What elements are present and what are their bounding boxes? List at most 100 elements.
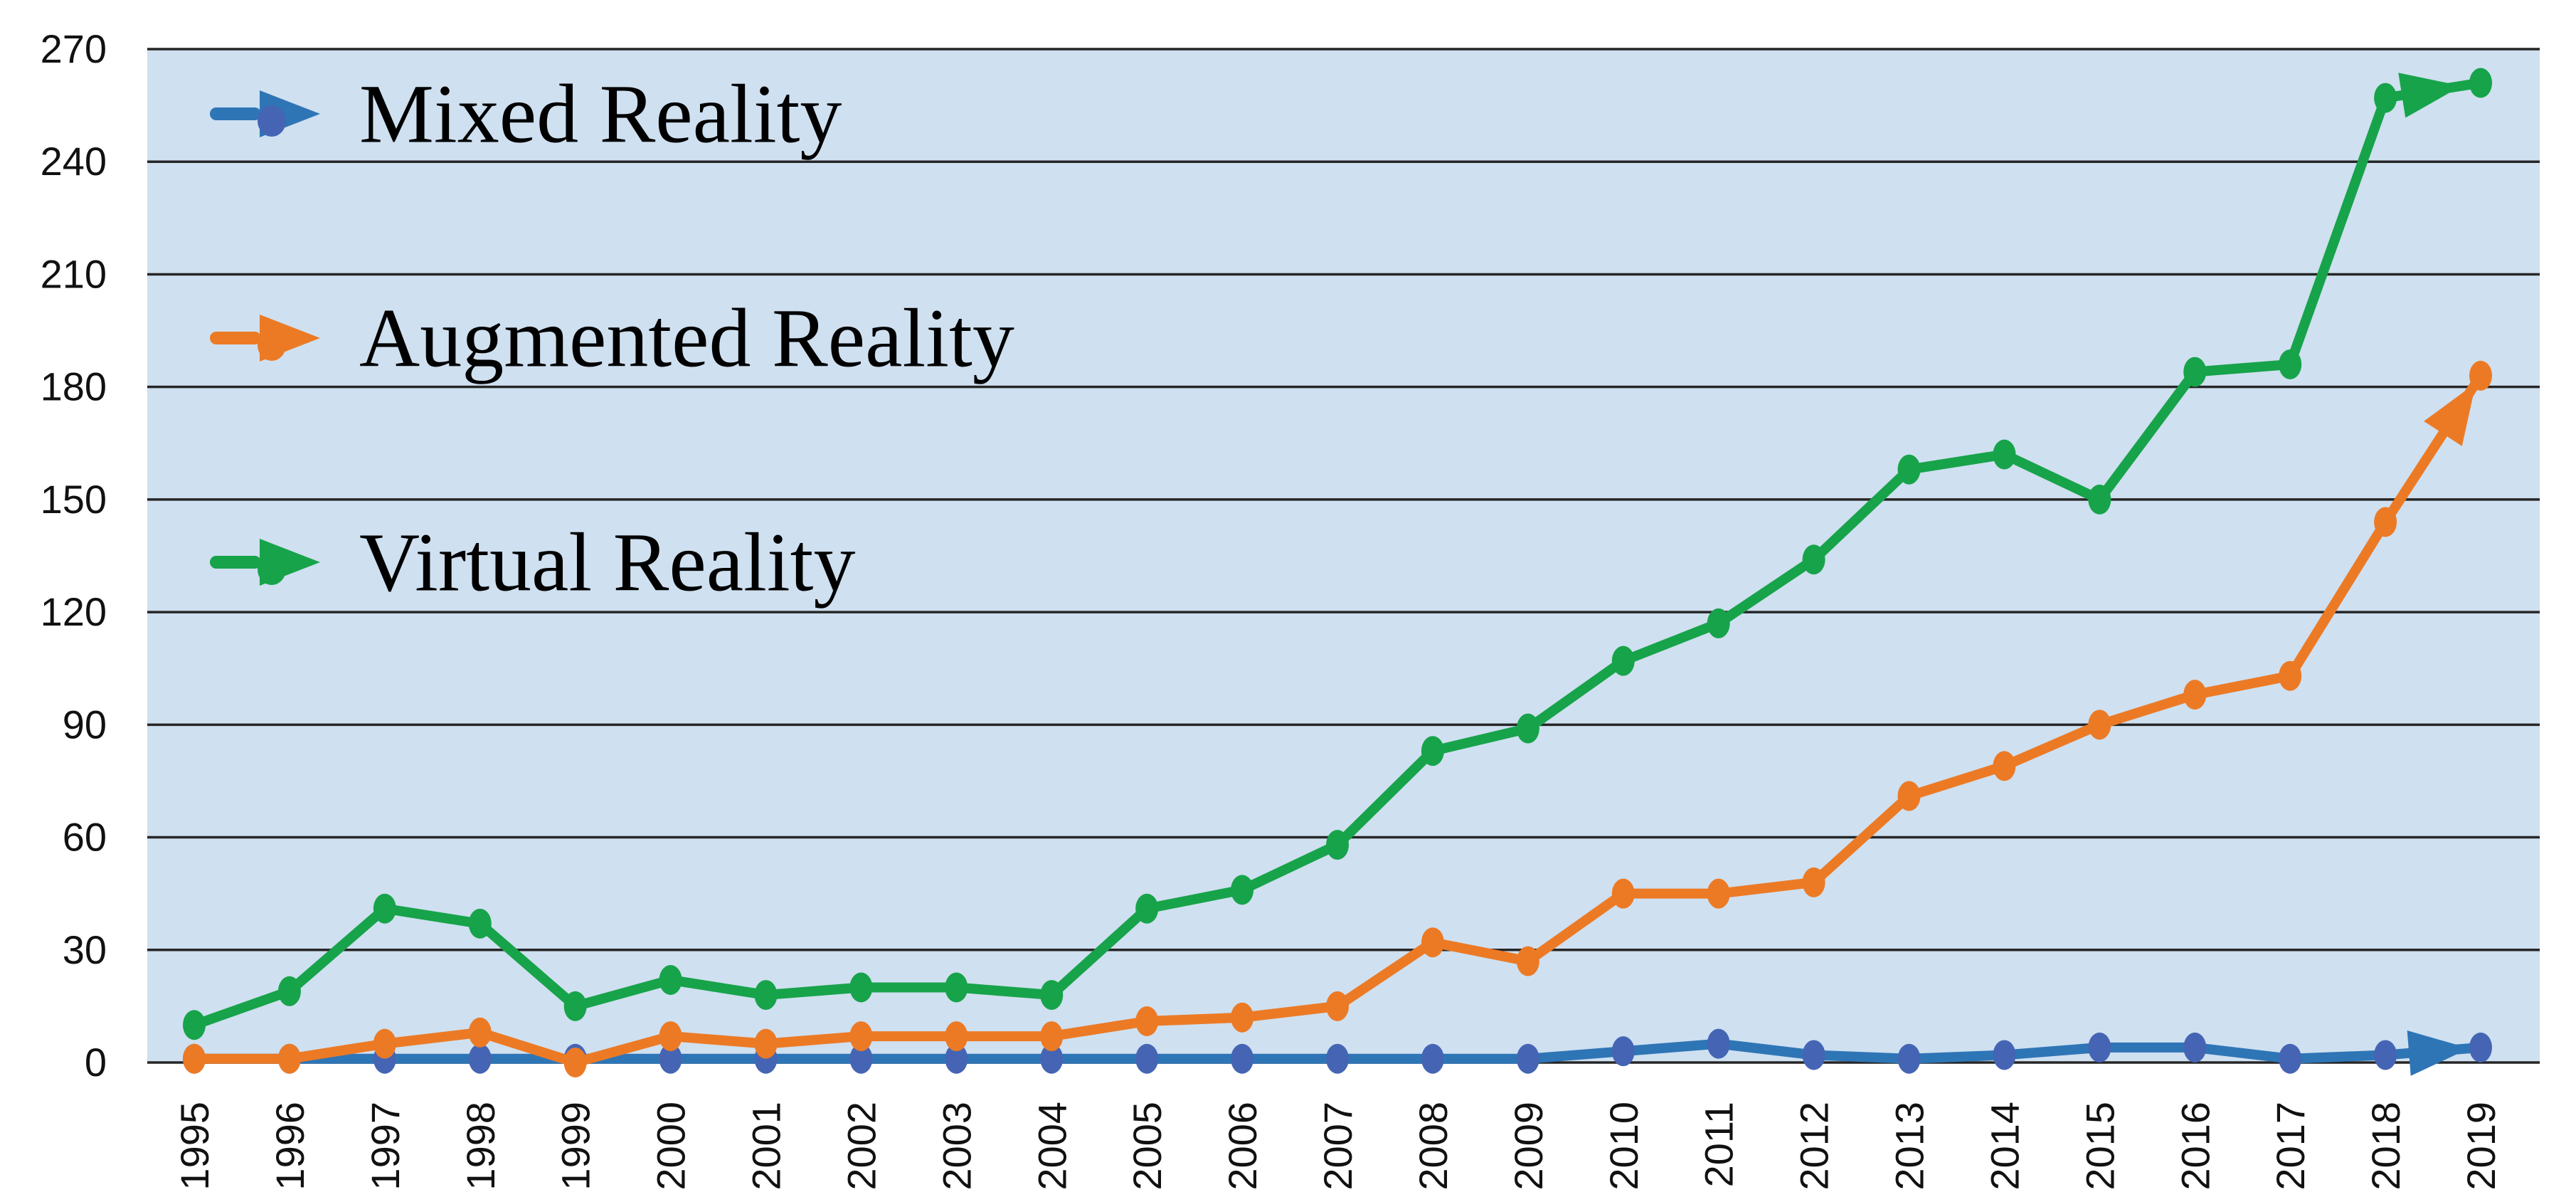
data-point-augmented-reality-2018 [2374, 507, 2397, 537]
data-point-augmented-reality-1997 [373, 1028, 396, 1059]
x-axis-tick-label: 2014 [1982, 1102, 2027, 1191]
x-axis-tick-label: 1997 [363, 1102, 408, 1191]
data-point-virtual-reality-2003 [945, 972, 968, 1003]
y-axis-tick-label: 240 [41, 139, 107, 184]
data-point-mixed-reality-2017 [2279, 1043, 2302, 1074]
legend-arrow-icon [210, 556, 261, 569]
legend-arrow-icon [210, 332, 261, 344]
x-axis-tick-label: 2005 [1125, 1102, 1170, 1191]
x-axis-tick-label: 2016 [2173, 1102, 2217, 1191]
data-point-mixed-reality-2000 [659, 1043, 682, 1074]
series-end-arrow-icon [2407, 1030, 2469, 1076]
data-point-virtual-reality-2011 [1707, 608, 1730, 638]
data-point-virtual-reality-2016 [2183, 357, 2207, 387]
x-axis-tick-label: 2009 [1506, 1102, 1551, 1191]
data-point-augmented-reality-2019 [2469, 360, 2492, 391]
data-point-mixed-reality-2016 [2183, 1032, 2207, 1063]
data-point-mixed-reality-2008 [1421, 1043, 1444, 1074]
legend-marker-dot [258, 105, 286, 137]
plot-area [147, 49, 2540, 1063]
data-point-virtual-reality-1999 [563, 991, 587, 1021]
data-point-augmented-reality-1996 [277, 1043, 301, 1074]
legend-arrow-icon [210, 107, 261, 120]
data-point-mixed-reality-2018 [2374, 1040, 2397, 1070]
data-point-augmented-reality-2002 [849, 1021, 873, 1052]
y-axis-tick-label: 210 [41, 251, 107, 296]
data-point-virtual-reality-2014 [1993, 439, 2016, 470]
data-point-augmented-reality-2009 [1516, 946, 1539, 976]
data-point-mixed-reality-2005 [1135, 1043, 1159, 1074]
data-point-augmented-reality-2013 [1897, 781, 1921, 811]
data-point-mixed-reality-2007 [1326, 1043, 1349, 1074]
data-point-mixed-reality-2006 [1231, 1043, 1254, 1074]
data-point-augmented-reality-1995 [183, 1043, 206, 1074]
data-point-virtual-reality-2010 [1611, 645, 1635, 676]
data-point-mixed-reality-2009 [1516, 1043, 1539, 1074]
y-axis-tick-label: 150 [41, 477, 107, 522]
data-point-augmented-reality-2004 [1040, 1021, 1064, 1052]
data-point-augmented-reality-2015 [2088, 710, 2111, 740]
series-end-arrow-icon [2424, 383, 2476, 446]
x-axis-tick-label: 1996 [267, 1102, 312, 1191]
data-point-virtual-reality-1997 [373, 893, 396, 924]
data-point-mixed-reality-2015 [2088, 1032, 2111, 1063]
legend-marker-dot [258, 330, 286, 361]
data-point-augmented-reality-2010 [1611, 878, 1635, 909]
x-axis-tick-label: 2007 [1315, 1102, 1360, 1191]
data-point-virtual-reality-1996 [277, 976, 301, 1006]
x-axis-tick-label: 2010 [1601, 1102, 1646, 1191]
x-axis-tick-label: 2008 [1411, 1102, 1456, 1191]
x-axis-tick-label: 2018 [2363, 1102, 2408, 1191]
data-point-virtual-reality-2002 [849, 972, 873, 1003]
data-point-augmented-reality-2008 [1421, 927, 1444, 958]
data-point-augmented-reality-2000 [659, 1021, 682, 1052]
data-point-mixed-reality-2014 [1993, 1040, 2016, 1070]
data-point-augmented-reality-2007 [1326, 991, 1349, 1021]
data-point-augmented-reality-2012 [1802, 867, 1825, 897]
data-point-mixed-reality-2002 [849, 1043, 873, 1074]
legend-label-virtual-reality: Virtual Reality [359, 516, 855, 609]
x-axis-tick-label: 2001 [744, 1102, 789, 1191]
data-point-augmented-reality-2006 [1231, 1002, 1254, 1033]
series-end-arrow-icon [2398, 73, 2462, 118]
data-point-mixed-reality-2019 [2469, 1032, 2492, 1063]
data-point-mixed-reality-1998 [468, 1043, 492, 1074]
data-point-augmented-reality-2005 [1135, 1006, 1159, 1036]
x-axis-tick-label: 2006 [1220, 1102, 1265, 1191]
data-point-virtual-reality-2018 [2374, 83, 2397, 113]
data-point-virtual-reality-1998 [468, 908, 492, 939]
legend-label-augmented-reality: Augmented Reality [359, 292, 1014, 385]
x-axis-tick-label: 2011 [1697, 1102, 1742, 1187]
data-point-virtual-reality-2004 [1040, 980, 1064, 1011]
x-axis-tick-label: 2004 [1029, 1102, 1074, 1191]
data-point-augmented-reality-2003 [945, 1021, 968, 1052]
data-point-virtual-reality-2015 [2088, 484, 2111, 515]
x-axis-tick-label: 2002 [839, 1102, 884, 1191]
x-axis-tick-label: 2012 [1792, 1102, 1837, 1191]
x-axis-tick-label: 1995 [172, 1102, 217, 1191]
x-axis-tick-label: 1999 [553, 1102, 598, 1191]
y-axis-tick-label: 270 [41, 26, 107, 71]
legend-marker-dot [258, 554, 286, 585]
data-point-virtual-reality-2019 [2469, 68, 2492, 98]
legend-label-mixed-reality: Mixed Reality [359, 68, 842, 161]
data-point-virtual-reality-2008 [1421, 736, 1444, 766]
data-point-augmented-reality-2017 [2279, 660, 2302, 691]
data-point-mixed-reality-2013 [1897, 1043, 1921, 1074]
y-axis-tick-label: 60 [63, 815, 107, 860]
data-point-virtual-reality-2006 [1231, 875, 1254, 905]
y-axis-tick-label: 180 [41, 364, 107, 409]
data-point-augmented-reality-2001 [754, 1028, 778, 1059]
y-axis-tick-label: 120 [41, 589, 107, 634]
data-point-augmented-reality-2016 [2183, 680, 2207, 710]
data-point-virtual-reality-2009 [1516, 713, 1539, 744]
data-point-virtual-reality-2007 [1326, 830, 1349, 860]
x-axis-tick-label: 1998 [458, 1102, 503, 1191]
data-point-virtual-reality-1995 [183, 1010, 206, 1040]
data-point-virtual-reality-2005 [1135, 893, 1159, 924]
x-axis-tick-label: 2019 [2459, 1102, 2503, 1191]
x-axis-tick-label: 2013 [1887, 1102, 1932, 1191]
data-point-virtual-reality-2017 [2279, 349, 2302, 380]
